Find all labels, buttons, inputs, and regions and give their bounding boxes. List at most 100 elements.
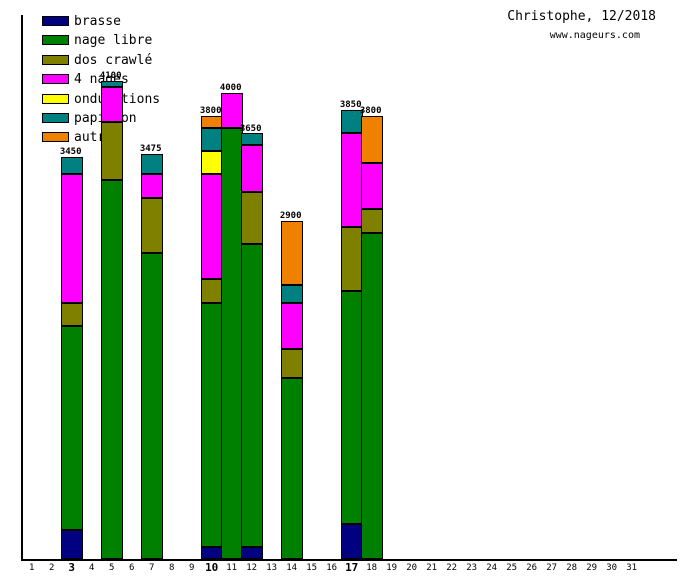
legend-swatch-icon: [42, 54, 69, 65]
bar-total-day-14: 2900: [279, 210, 302, 221]
bar-segment-papillon: [100, 81, 123, 87]
bar-segment-dos-crawlé: [60, 302, 83, 326]
bar-segment-papillon: [140, 153, 163, 175]
bar-total-day-10: 3800: [199, 106, 222, 116]
site-link[interactable]: www.nageurs.com: [549, 30, 640, 41]
bar-segment-brasse: [60, 529, 83, 559]
bar-total-day-17: 3850: [339, 100, 362, 111]
x-axis-label-22: 22: [446, 563, 458, 573]
bar-segment-nage-libre: [200, 302, 223, 548]
bar-segment-4-nages: [140, 174, 163, 198]
legend-label: dos crawlé: [74, 52, 153, 68]
x-axis-label-11: 11: [226, 563, 238, 573]
x-axis-label-20: 20: [406, 563, 418, 573]
bar-day-14: [280, 221, 303, 559]
x-axis-line: [21, 559, 677, 561]
bar-day-17: [340, 110, 363, 559]
bar-segment-nage-libre: [280, 378, 303, 559]
x-axis-label-25: 25: [506, 563, 518, 573]
x-axis-label-29: 29: [586, 563, 598, 573]
bar-segment-nage-libre: [240, 244, 263, 548]
bar-segment-nage-libre: [100, 180, 123, 559]
x-axis-label-31: 31: [626, 563, 638, 573]
bar-day-7: [140, 153, 163, 559]
legend-swatch-icon: [42, 132, 69, 143]
bar-segment-dos-crawlé: [140, 197, 163, 253]
bar-segment-4-nages: [220, 92, 243, 128]
bar-day-12: [240, 133, 263, 559]
bar-day-5: [100, 81, 123, 559]
bar-segment-4-nages: [60, 174, 83, 303]
bar-segment-dos-crawlé: [100, 121, 123, 181]
x-axis-label-2: 2: [48, 563, 55, 573]
x-axis-label-10: 10: [205, 561, 219, 574]
bar-segment-nage-libre: [340, 290, 363, 524]
x-axis-label-9: 9: [188, 563, 195, 573]
x-axis-label-4: 4: [88, 563, 95, 573]
x-axis-label-14: 14: [286, 563, 298, 573]
x-axis-label-8: 8: [168, 563, 175, 573]
x-axis-label-28: 28: [566, 563, 578, 573]
x-axis-label-1: 1: [28, 563, 35, 573]
bar-total-day-18: 3800: [359, 106, 382, 116]
bar-segment-autre: [360, 116, 383, 163]
x-axis-label-21: 21: [426, 563, 438, 573]
bar-total-day-12: 3650: [239, 123, 262, 134]
bar-segment-nage-libre: [220, 127, 243, 559]
bar-segment-4-nages: [200, 174, 223, 280]
bar-segment-ondulations: [200, 151, 223, 175]
bar-total-day-5: 4100: [99, 71, 122, 81]
bar-segment-dos-crawlé: [340, 226, 363, 291]
x-axis-label-5: 5: [108, 563, 115, 573]
x-axis-label-19: 19: [386, 563, 398, 573]
x-axis-label-27: 27: [546, 563, 558, 573]
x-axis-label-24: 24: [486, 563, 498, 573]
x-axis-label-13: 13: [266, 563, 278, 573]
x-axis-label-6: 6: [128, 563, 135, 573]
x-axis-label-18: 18: [366, 563, 378, 573]
chart-title: Christophe, 12/2018: [507, 9, 656, 24]
legend-label: brasse: [74, 14, 121, 29]
x-axis-label-3: 3: [68, 561, 75, 574]
x-axis-label-26: 26: [526, 563, 538, 573]
x-axis-label-7: 7: [148, 563, 155, 573]
bar-segment-nage-libre: [360, 232, 383, 559]
x-axis-label-16: 16: [326, 563, 338, 573]
bar-segment-papillon: [200, 127, 223, 152]
bar-segment-papillon: [280, 285, 303, 303]
bar-day-3: [60, 156, 83, 559]
bar-segment-nage-libre: [140, 253, 163, 559]
x-axis-label-15: 15: [306, 563, 318, 573]
bar-segment-papillon: [240, 133, 263, 146]
bar-total-day-7: 3475: [139, 143, 162, 154]
bar-segment-brasse: [200, 547, 223, 559]
bar-segment-4-nages: [100, 86, 123, 122]
legend-swatch-icon: [42, 113, 69, 123]
bar-segment-dos-crawlé: [200, 279, 223, 303]
x-axis-label-17: 17: [345, 561, 359, 574]
x-axis-label-23: 23: [466, 563, 478, 573]
legend-swatch-icon: [42, 35, 69, 46]
legend-label: nage libre: [74, 33, 153, 49]
bar-segment-dos-crawlé: [240, 191, 263, 245]
bar-segment-papillon: [60, 156, 83, 175]
bar-segment-autre: [280, 221, 303, 286]
bar-segment-4-nages: [280, 302, 303, 350]
legend-swatch-icon: [42, 16, 69, 26]
bar-segment-4-nages: [360, 162, 383, 210]
y-axis-line: [21, 15, 23, 561]
bar-total-day-11: 4000: [219, 82, 242, 93]
bar-segment-brasse: [340, 524, 363, 559]
bar-segment-4-nages: [240, 145, 263, 192]
bar-day-18: [360, 116, 383, 559]
bar-day-11: [220, 92, 243, 559]
bar-day-10: [200, 116, 223, 559]
bar-segment-4-nages: [340, 133, 363, 227]
x-axis-label-12: 12: [246, 563, 258, 573]
legend-swatch-icon: [42, 93, 69, 104]
bar-segment-autre: [200, 116, 223, 128]
legend-swatch-icon: [42, 74, 69, 85]
bar-segment-brasse: [240, 547, 263, 559]
bar-segment-nage-libre: [60, 325, 83, 530]
